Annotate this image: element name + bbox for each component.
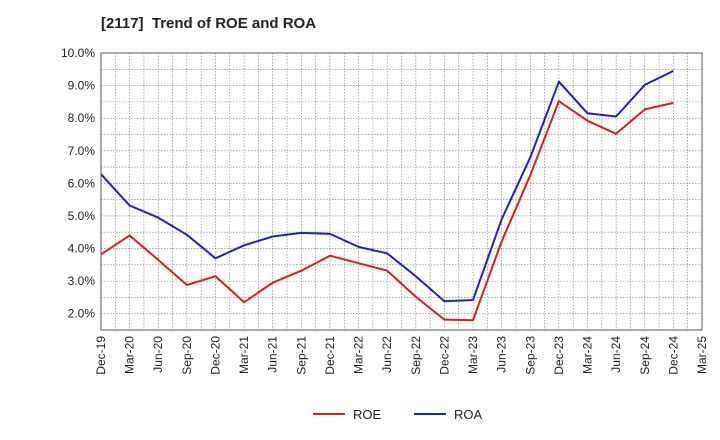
x-tick-label: Dec-24 [666,336,680,375]
x-tick-label: Sep-21 [294,336,308,375]
y-tick-label: 8.0% [68,111,96,125]
series-line-roa [100,70,674,303]
legend: ROE ROA [313,407,483,422]
series [100,70,674,322]
series-line-roe [100,100,674,322]
y-axis-ticks: 2.0% 3.0% 4.0% 5.0% 6.0% 7.0% 8.0% 9.0% 10.0% [61,46,95,321]
x-tick-label: Sep-22 [409,336,423,375]
y-tick-label: 2.0% [68,307,96,321]
x-tick-label: Mar-24 [581,336,595,374]
x-tick-label: Mar-20 [123,336,137,374]
y-tick-label: 4.0% [68,242,96,256]
x-axis-ticks: Dec-19 Mar-20 Jun-20 Sep-20 Dec-20 Mar-21 Jun-… [94,336,709,375]
y-tick-label: 3.0% [68,274,96,288]
plot-area-frame [100,52,703,331]
x-tick-label: Jun-20 [151,336,165,373]
grid [101,53,702,330]
x-tick-label: Mar-23 [466,336,480,374]
x-tick-label: Dec-23 [552,336,566,375]
x-tick-label: Dec-20 [208,336,222,375]
y-tick-label: 7.0% [68,144,96,158]
x-tick-label: Sep-23 [523,336,537,375]
x-tick-label: Mar-21 [237,336,251,374]
y-tick-label: 5.0% [68,209,96,223]
y-tick-label: 9.0% [68,79,96,93]
x-tick-label: Dec-22 [437,336,451,375]
x-tick-label: Jun-22 [380,336,394,373]
x-tick-label: Jun-23 [495,336,509,373]
x-tick-label: Dec-19 [94,336,108,375]
x-tick-label: Sep-20 [180,336,194,375]
x-tick-label: Jun-24 [609,336,623,373]
y-tick-label: 6.0% [68,176,96,190]
x-tick-label: Jun-21 [266,336,280,373]
y-tick-label: 10.0% [61,46,95,60]
legend-label-roa: ROA [454,407,483,422]
x-tick-label: Mar-25 [695,336,709,374]
x-tick-label: Mar-22 [352,336,366,374]
legend-label-roe: ROE [353,407,382,422]
chart-title: [2117] Trend of ROE and ROA [101,15,317,32]
x-tick-label: Dec-21 [323,336,337,375]
x-tick-label: Sep-24 [638,336,652,375]
